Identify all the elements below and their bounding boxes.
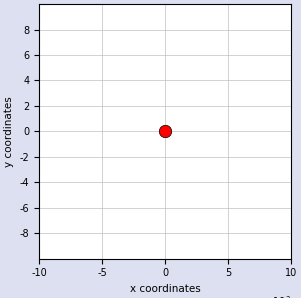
Y-axis label: y coordinates: y coordinates (4, 96, 14, 167)
Point (163, 129, 167, 134)
X-axis label: x coordinates: x coordinates (129, 284, 200, 294)
Text: $\times\,10^3$: $\times\,10^3$ (263, 294, 291, 298)
